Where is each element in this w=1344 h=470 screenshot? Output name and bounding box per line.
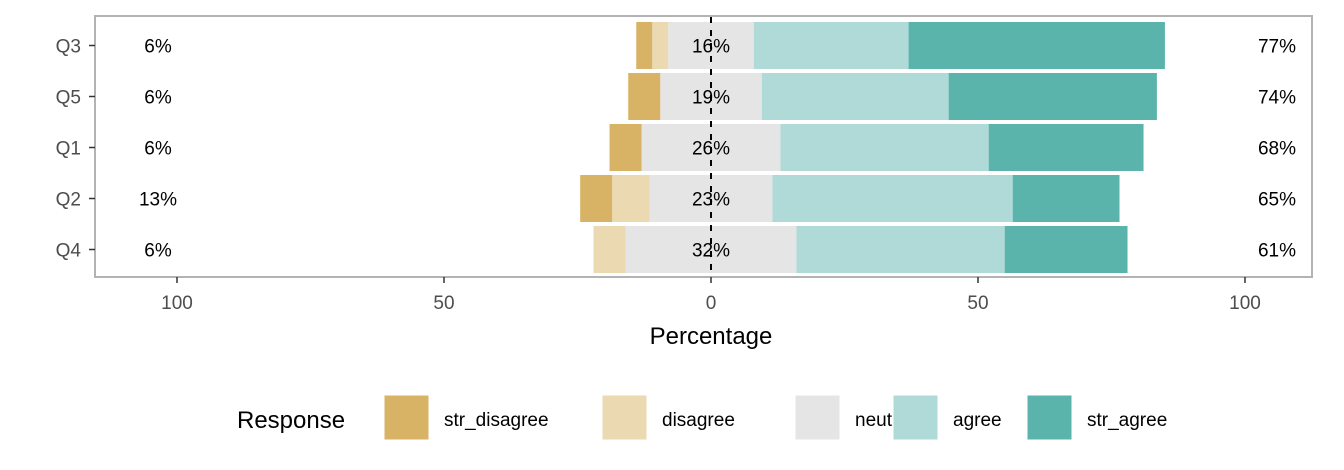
legend-label-agree: agree	[953, 410, 1002, 431]
left-pct-label-q3: 6%	[144, 37, 172, 58]
right-pct-label-q2: 65%	[1258, 190, 1296, 211]
bar-q3-str-disagree	[636, 22, 653, 69]
legend-key-disagree	[601, 394, 648, 441]
y-tick-label-q4: Q4	[56, 241, 82, 262]
y-tick-label-q2: Q2	[56, 190, 81, 211]
x-axis-title: Percentage	[650, 323, 773, 350]
center-pct-label-q1: 26%	[692, 139, 730, 160]
bar-q1-agree	[780, 124, 989, 171]
y-tick-label-q1: Q1	[56, 139, 81, 160]
x-tick-label-0: 100	[161, 293, 193, 314]
x-axis: 100 50 0 50 100	[161, 277, 1261, 314]
bar-q1-str-disagree	[609, 124, 642, 171]
bar-q2-disagree	[612, 175, 650, 222]
left-pct-label-q1: 6%	[144, 139, 172, 160]
bar-q3-disagree	[652, 22, 669, 69]
y-tick-label-q3: Q3	[56, 37, 81, 58]
left-pct-label-q5: 6%	[144, 88, 172, 109]
left-pct-label-q2: 13%	[139, 190, 177, 211]
bar-q5-str-agree	[948, 73, 1157, 120]
bar-q4-agree	[796, 226, 1005, 273]
legend-key-str-agree	[1026, 394, 1073, 441]
bar-q4-str-agree	[1004, 226, 1128, 273]
center-pct-label-q5: 19%	[692, 88, 730, 109]
center-pct-label-q2: 23%	[692, 190, 730, 211]
bar-q5-str-disagree	[628, 73, 661, 120]
right-pct-label-q4: 61%	[1258, 241, 1296, 262]
right-pct-label-q3: 77%	[1258, 37, 1296, 58]
bar-q3-agree	[753, 22, 909, 69]
labels-layer: 6% 16% 77% 6% 19% 74% 6% 26% 68% 13% 23% 65% 6% 32% 61…	[139, 37, 1296, 262]
legend-label-str-agree: str_agree	[1087, 410, 1167, 431]
x-tick-label-4: 100	[1229, 293, 1261, 314]
right-pct-label-q5: 74%	[1258, 88, 1296, 109]
bar-q3-str-agree	[908, 22, 1165, 69]
legend-key-str-disagree	[383, 394, 430, 441]
y-axis: Q3 Q5 Q1 Q2 Q4	[56, 37, 95, 262]
right-pct-label-q1: 68%	[1258, 139, 1296, 160]
bar-q2-str-disagree	[580, 175, 613, 222]
x-tick-label-1: 50	[433, 293, 454, 314]
x-tick-label-2: 0	[706, 293, 717, 314]
bar-q2-str-agree	[1012, 175, 1120, 222]
bars-layer	[580, 22, 1165, 273]
legend-label-disagree: disagree	[662, 410, 735, 431]
legend-key-agree	[892, 394, 939, 441]
legend: Response str_disagree disagree neutral agre…	[237, 394, 1167, 441]
center-pct-label-q4: 32%	[692, 241, 730, 262]
bar-q1-str-agree	[988, 124, 1144, 171]
y-tick-label-q5: Q5	[56, 88, 81, 109]
legend-key-neutral	[794, 394, 841, 441]
left-pct-label-q4: 6%	[144, 241, 172, 262]
x-tick-label-3: 50	[967, 293, 988, 314]
bar-q5-agree	[761, 73, 949, 120]
legend-title: Response	[237, 407, 345, 434]
bar-q2-agree	[772, 175, 1013, 222]
bar-q4-disagree	[593, 226, 626, 273]
legend-label-str-disagree: str_disagree	[444, 410, 549, 431]
center-pct-label-q3: 16%	[692, 37, 730, 58]
